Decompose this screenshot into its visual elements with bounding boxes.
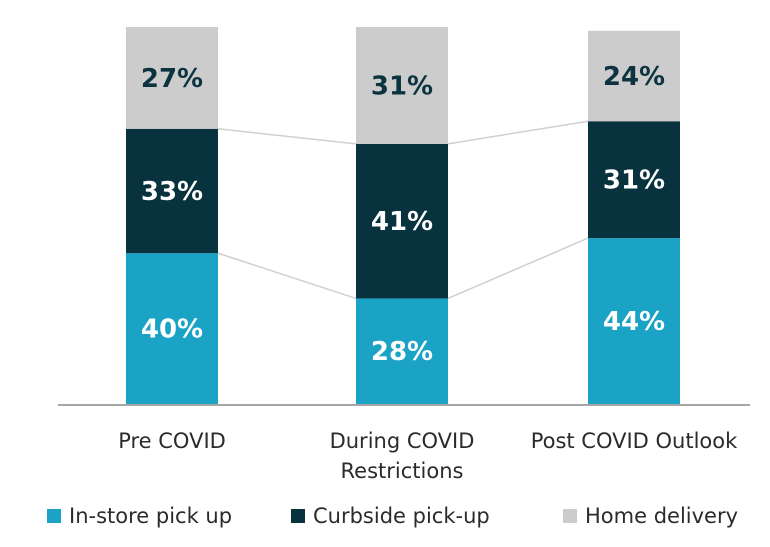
data-label: 31% — [603, 166, 665, 196]
data-label: 28% — [371, 337, 433, 367]
connector-line — [217, 128, 357, 145]
bar-segment — [126, 253, 218, 404]
legend: In-store pick up Curbside pick-up Home del… — [47, 504, 738, 528]
legend-swatch — [47, 509, 61, 523]
data-label: 40% — [141, 315, 203, 345]
bar-segment — [588, 238, 680, 404]
connector-line — [217, 252, 357, 300]
legend-label: In-store pick up — [69, 504, 232, 528]
category-label: During COVID Restrictions — [330, 429, 475, 483]
data-label: 33% — [141, 177, 203, 207]
bar-segment — [588, 30, 680, 122]
bar-stack: 40% 33% 27% — [126, 27, 218, 404]
bar-segment — [126, 27, 218, 129]
data-label: 41% — [371, 207, 433, 237]
data-label: 24% — [603, 62, 665, 92]
connector-line — [447, 237, 589, 300]
legend-label: Home delivery — [585, 504, 738, 528]
category-label: Post COVID Outlook — [531, 429, 738, 453]
legend-swatch — [563, 509, 577, 523]
bar-segment — [356, 27, 448, 144]
bar-stack: 44% 31% 24% — [588, 30, 680, 404]
bar-segment — [588, 121, 680, 239]
bar-stack: 28% 41% 31% — [356, 27, 448, 404]
connector-lines — [217, 120, 589, 300]
legend-label: Curbside pick-up — [313, 504, 490, 528]
bar-segment — [356, 298, 448, 404]
bar-segment — [356, 143, 448, 299]
data-label: 44% — [603, 307, 665, 337]
data-label: 31% — [371, 71, 433, 101]
bar-segment — [126, 128, 218, 254]
category-label: Pre COVID — [118, 429, 226, 453]
connector-line — [447, 120, 589, 145]
data-label: 27% — [141, 64, 203, 94]
legend-swatch — [291, 509, 305, 523]
